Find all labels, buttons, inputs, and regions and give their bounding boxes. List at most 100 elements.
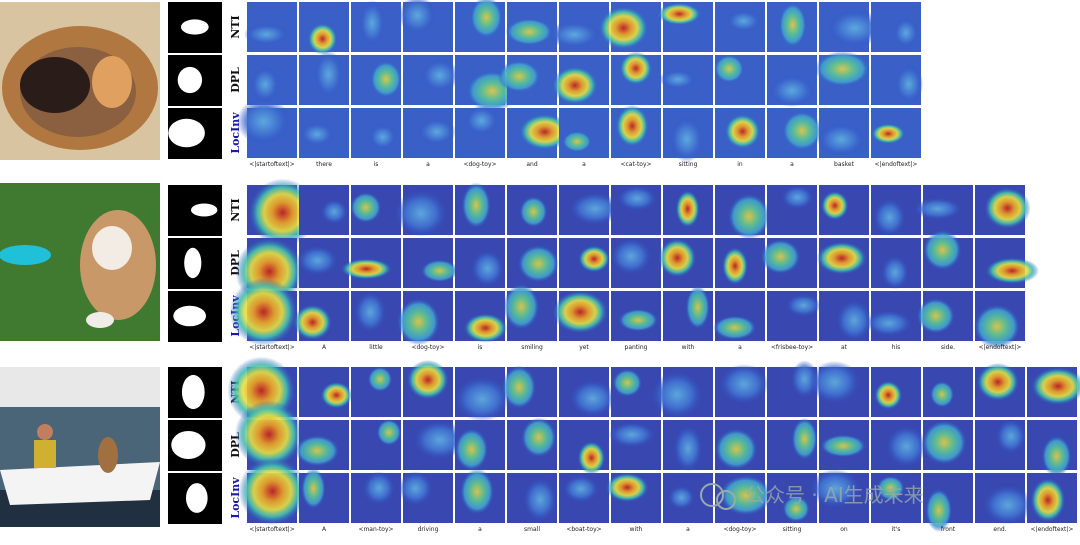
token-label: smiling <box>521 344 543 351</box>
heatmap-blob <box>722 247 749 285</box>
token-label: in <box>737 161 743 168</box>
heatmap-blob <box>376 419 402 446</box>
token-label: a <box>790 161 794 168</box>
heatmap-blob <box>816 122 866 157</box>
heatmap-blob <box>619 51 653 86</box>
heatmap-blob <box>881 255 909 290</box>
heatmap-blob <box>362 471 395 505</box>
heatmap-blob <box>502 365 537 409</box>
heatmap-blob <box>562 131 592 153</box>
heatmap-blob <box>873 198 906 236</box>
mask-shape <box>190 203 218 217</box>
token-label: with <box>630 526 643 533</box>
heatmap-blob <box>713 315 757 340</box>
token-label: a <box>478 526 482 533</box>
token-label: is <box>374 161 379 168</box>
token-label: is <box>478 344 483 351</box>
heatmap-blob <box>821 190 849 221</box>
token-label: with <box>682 344 695 351</box>
token-label: <frisbee-toy> <box>771 344 813 351</box>
token-label: A <box>322 526 327 533</box>
heatmap-blob <box>518 113 571 151</box>
heatmap-blob <box>983 485 1033 525</box>
token-label: basket <box>834 161 855 168</box>
heatmap-blob <box>547 20 601 49</box>
heatmap-blob <box>569 380 616 417</box>
heatmap-blob <box>874 380 903 410</box>
heatmap-blob <box>413 420 466 460</box>
heatmap-blob <box>406 359 449 400</box>
token-label: sitting <box>783 526 802 533</box>
heatmap-blob <box>929 381 955 408</box>
token-label: small <box>524 526 540 533</box>
token-label: sitting <box>679 161 698 168</box>
heatmap-blob <box>517 245 559 283</box>
heatmap-blob <box>307 22 338 55</box>
heatmap-blob <box>923 229 962 271</box>
heatmap-blob <box>236 97 291 145</box>
heatmap-blob <box>420 58 459 93</box>
token-label: a <box>582 161 586 168</box>
heatmap-blob <box>250 66 280 103</box>
heatmap-blob <box>976 363 1020 401</box>
heatmap-blob <box>394 190 448 237</box>
heatmap-blob <box>715 428 758 470</box>
token-label: <boat-toy> <box>566 526 601 533</box>
heatmap-blob <box>370 60 402 98</box>
heatmap-blob <box>617 186 657 211</box>
heatmap-blob <box>503 283 540 330</box>
row-label: NTI <box>229 198 242 221</box>
heatmap-blob <box>921 420 967 465</box>
heatmap-blob <box>612 369 643 397</box>
photo-boat <box>0 367 160 527</box>
heatmap-blob <box>876 475 905 501</box>
watermark: 公众号 · AI生成未来 <box>700 483 924 510</box>
heatmap-blob <box>354 291 386 333</box>
heatmap-blob <box>658 238 697 278</box>
heatmap-blob <box>925 488 953 532</box>
heatmap-blob <box>985 257 1040 284</box>
mask-shape <box>184 247 202 279</box>
token-label: <|endoftext|> <box>979 344 1022 351</box>
heatmap-blob <box>598 6 649 50</box>
photo-dog-cat <box>0 2 160 160</box>
heatmap-blob <box>367 366 393 392</box>
heatmap-blob <box>916 298 955 334</box>
token-label: a <box>686 526 690 533</box>
heatmap-blob <box>464 105 499 136</box>
heatmap-blob <box>669 116 705 163</box>
mask-shape <box>171 430 206 460</box>
heatmap-blob <box>894 64 924 104</box>
heatmap-blob <box>297 245 338 276</box>
token-label: A <box>322 344 327 351</box>
heatmap-blob <box>782 495 810 522</box>
token-label: yet <box>579 344 589 351</box>
token-label: a <box>738 344 742 351</box>
heatmap-blob <box>760 239 801 275</box>
heatmap-blob <box>519 196 548 228</box>
heatmap-blob <box>781 185 814 210</box>
heatmap-blob <box>610 238 652 275</box>
heatmap-blob <box>295 435 340 467</box>
heatmap-blob <box>791 417 818 460</box>
heatmap-blob <box>521 417 557 458</box>
heatmap-blob <box>871 123 906 145</box>
heatmap-blob <box>1041 435 1072 477</box>
token-label: end. <box>993 526 1006 533</box>
heatmap-blob <box>782 110 822 151</box>
heatmap-blob <box>497 60 541 93</box>
heatmap-blob <box>615 104 649 148</box>
heatmap-blob <box>320 199 348 225</box>
heatmap-blob <box>454 428 489 471</box>
heatmap-blob <box>454 376 510 422</box>
heatmap-blob <box>471 250 504 287</box>
heatmap-blob <box>461 182 491 229</box>
token-label: <dog-toy> <box>411 344 444 351</box>
heatmap-blob <box>995 419 1026 454</box>
token-label: it's <box>892 526 901 533</box>
heatmap-blob <box>651 371 703 419</box>
heatmap-blob <box>886 425 927 468</box>
heatmap-blob <box>238 457 307 526</box>
photo-dog-frisbee <box>0 183 160 341</box>
